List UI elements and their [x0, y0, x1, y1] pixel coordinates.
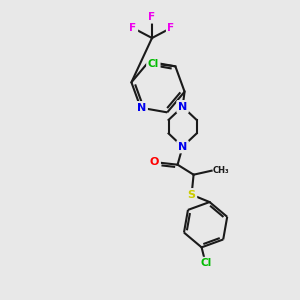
Text: F: F — [129, 23, 137, 33]
Text: N: N — [137, 103, 146, 113]
Text: Cl: Cl — [148, 59, 159, 69]
Text: N: N — [178, 102, 187, 112]
Text: O: O — [150, 157, 159, 167]
Text: CH₃: CH₃ — [213, 166, 229, 175]
Text: F: F — [148, 12, 156, 22]
Text: S: S — [188, 190, 196, 200]
Text: N: N — [178, 142, 187, 152]
Text: Cl: Cl — [201, 258, 212, 268]
Text: F: F — [167, 23, 175, 33]
